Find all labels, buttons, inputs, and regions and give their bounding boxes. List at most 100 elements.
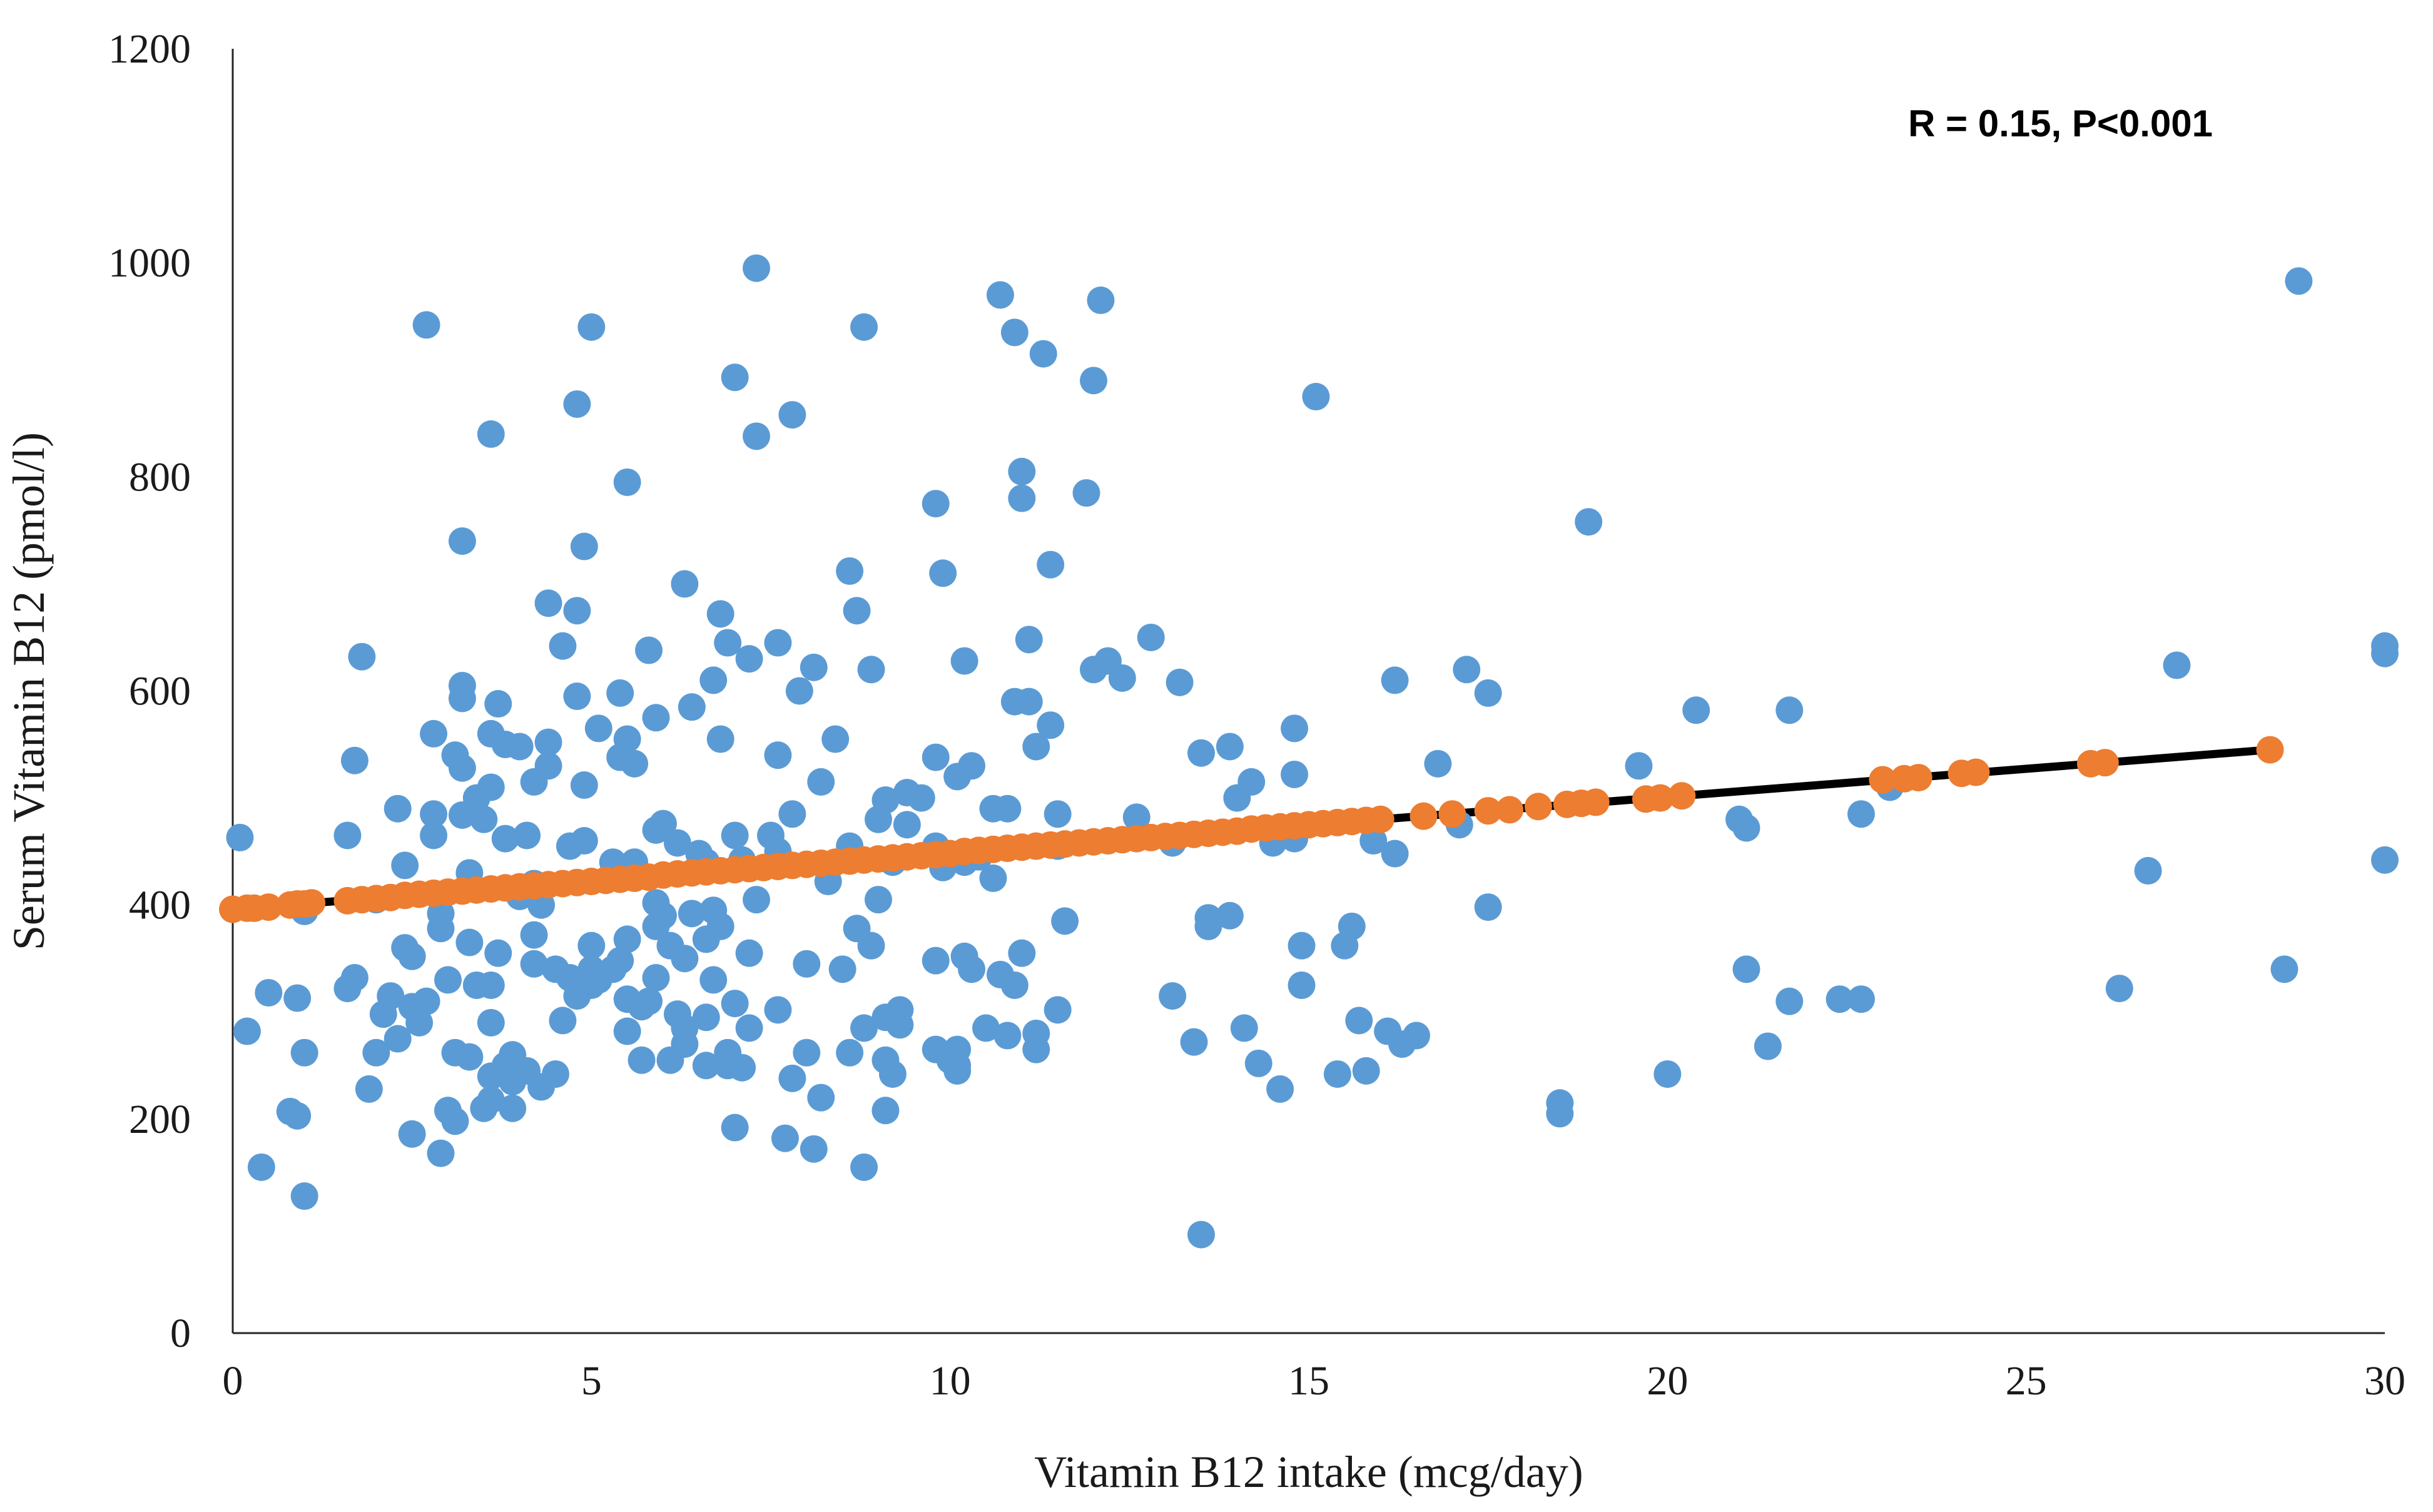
observed-point <box>621 749 649 778</box>
observed-point <box>534 752 562 780</box>
y-tick-labels: 0 200 400 600 800 1000 1200 <box>108 26 191 1356</box>
predicted-point <box>1646 784 1674 812</box>
observed-point <box>1424 749 1452 778</box>
observed-point <box>1403 1022 1430 1050</box>
observed-point <box>1000 971 1029 999</box>
observed-point <box>793 1038 821 1067</box>
observed-point <box>778 1064 806 1092</box>
correlation-annotation: R = 0.15, P<0.001 <box>1908 103 2213 145</box>
observed-point <box>979 864 1007 892</box>
observed-point <box>828 955 856 983</box>
predicted-point <box>2091 749 2119 777</box>
observed-point <box>520 921 548 949</box>
observed-point <box>699 666 728 694</box>
observed-point <box>1230 1014 1258 1042</box>
observed-point <box>1847 985 1875 1013</box>
observed-point <box>1029 340 1057 368</box>
observed-point <box>549 632 577 660</box>
observed-point <box>247 1153 275 1181</box>
observed-point <box>706 600 734 628</box>
observed-point <box>793 950 821 978</box>
observed-point <box>1022 1035 1050 1063</box>
observed-point <box>513 821 541 850</box>
observed-point <box>958 955 986 983</box>
y-tick-label: 1000 <box>108 240 191 286</box>
observed-point <box>577 931 606 960</box>
observed-point <box>2371 846 2399 874</box>
x-tick-label: 20 <box>1647 1358 1688 1404</box>
observed-point <box>398 942 426 970</box>
observed-point <box>1381 840 1409 868</box>
observed-point <box>1187 1220 1215 1249</box>
observed-point <box>283 1102 312 1130</box>
observed-point <box>613 1017 641 1045</box>
observed-point <box>735 939 763 967</box>
observed-point <box>383 1025 412 1053</box>
observed-point <box>821 725 850 753</box>
observed-point <box>391 851 419 880</box>
observed-point <box>491 824 519 853</box>
observed-point <box>922 743 950 771</box>
observed-point <box>1732 955 1760 983</box>
x-tick-label: 0 <box>223 1358 243 1404</box>
observed-point <box>1166 668 1194 696</box>
observed-point <box>671 570 699 598</box>
observed-point <box>1754 1032 1782 1060</box>
predicted-point <box>1496 796 1524 824</box>
observed-point <box>807 768 835 796</box>
observed-point <box>1847 800 1875 828</box>
observed-point <box>843 597 871 625</box>
observed-point <box>1072 479 1100 507</box>
observed-point <box>1288 931 1316 960</box>
observed-point <box>420 821 448 850</box>
predicted-point <box>1474 797 1502 825</box>
observed-point <box>563 682 591 711</box>
observed-point <box>333 821 362 850</box>
observed-point <box>1381 666 1409 694</box>
observed-point <box>534 589 562 617</box>
observed-point <box>233 1017 261 1045</box>
observed-point <box>764 996 792 1024</box>
observed-point <box>1826 985 1854 1013</box>
observed-point <box>1682 696 1710 724</box>
observed-point <box>850 313 878 341</box>
observed-point <box>721 821 749 850</box>
predicted-point <box>1962 758 1990 786</box>
y-tick-label: 0 <box>170 1311 191 1356</box>
observed-point <box>448 754 476 782</box>
observed-point <box>635 636 663 664</box>
observed-point <box>943 1052 972 1080</box>
observed-point <box>642 704 670 732</box>
observed-point <box>1323 1060 1351 1088</box>
observed-point <box>542 1060 569 1088</box>
observed-point <box>1338 912 1366 940</box>
observed-point <box>699 966 728 994</box>
observed-point <box>477 773 505 801</box>
observed-point <box>584 714 612 743</box>
observed-point <box>1008 457 1036 485</box>
observed-point <box>778 401 806 429</box>
observed-point <box>455 928 484 956</box>
observed-point <box>484 690 512 718</box>
predicted-point <box>1366 805 1394 833</box>
observed-point <box>340 746 368 774</box>
observed-point <box>950 647 978 675</box>
observed-point <box>606 946 634 975</box>
observed-point <box>871 786 900 814</box>
observed-point <box>800 653 828 681</box>
observed-point <box>448 527 476 555</box>
observed-point <box>420 800 448 828</box>
observed-point <box>1087 287 1115 315</box>
observed-point <box>1345 1007 1373 1035</box>
observed-point <box>499 1094 527 1122</box>
observed-point <box>836 1038 864 1067</box>
predicted-point <box>1869 766 1897 794</box>
y-tick-label: 1200 <box>108 26 191 72</box>
observed-point <box>642 964 670 992</box>
observed-point <box>613 925 641 953</box>
observed-point <box>1044 800 1072 828</box>
observed-point <box>1080 367 1107 395</box>
observed-point <box>613 468 641 496</box>
